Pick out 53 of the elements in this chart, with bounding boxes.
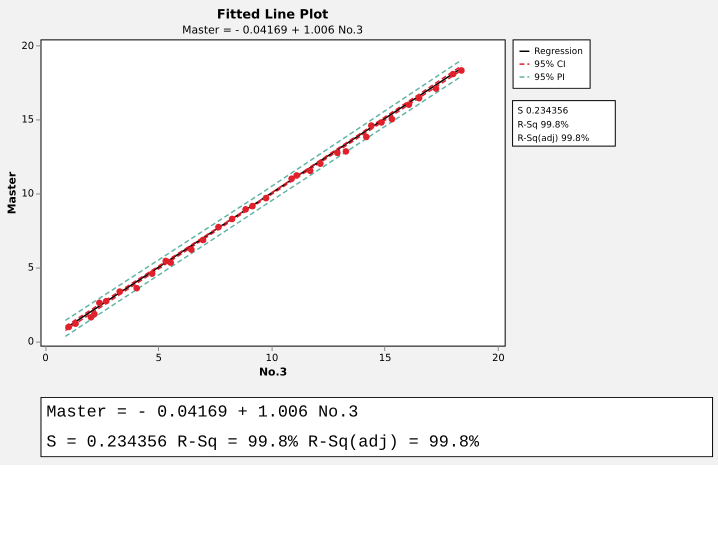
y-tick-label: 15	[22, 114, 34, 126]
point	[378, 119, 385, 126]
point	[334, 150, 341, 156]
x-tick-label: 5	[156, 352, 162, 364]
point	[388, 116, 396, 122]
point	[293, 172, 300, 179]
text: R-Sq(adj) 99.8%	[518, 134, 590, 144]
y-axis-title: Master	[6, 171, 19, 214]
y-tick-label: 20	[22, 40, 34, 52]
point	[148, 270, 156, 278]
y-tick-label: 0	[28, 336, 34, 348]
x-tick-label: 20	[492, 352, 505, 364]
point	[167, 259, 174, 266]
x-axis-title: No.3	[258, 366, 288, 379]
point	[215, 224, 222, 230]
y-tick-label: 10	[22, 188, 34, 200]
legend-label: 95% PI	[534, 72, 565, 83]
point	[91, 310, 98, 318]
text: Master = - 0.04169 + 1.006 No.3	[46, 404, 358, 423]
point	[317, 160, 324, 167]
point	[406, 101, 412, 108]
point	[133, 284, 140, 292]
text: S 0.234356	[518, 106, 569, 116]
point	[363, 134, 370, 140]
point	[450, 70, 456, 78]
x-tick-label: 0	[42, 352, 49, 364]
legend-label: 95% CI	[534, 60, 566, 70]
point	[249, 202, 256, 210]
point	[228, 216, 236, 222]
text: R-Sq 99.8%	[518, 120, 569, 130]
point	[65, 324, 72, 330]
point	[288, 175, 295, 182]
point	[200, 236, 206, 244]
point	[416, 94, 422, 102]
point	[102, 298, 110, 305]
point	[306, 167, 314, 174]
x-tick-label: 15	[378, 352, 392, 364]
point	[96, 300, 103, 306]
point	[116, 288, 124, 295]
point	[188, 246, 195, 253]
point	[72, 320, 79, 327]
chart-subtitle: Master = - 0.04169 + 1.006 No.3	[182, 23, 364, 36]
point	[342, 148, 350, 155]
point	[262, 194, 270, 202]
point	[242, 206, 249, 213]
y-tick-label: 5	[28, 262, 34, 274]
point	[458, 67, 465, 74]
point	[432, 85, 440, 92]
legend-label: Regression	[534, 47, 583, 58]
text: S = 0.234356 R-Sq = 99.8% R-Sq(adj) = 99.8%	[46, 433, 480, 452]
point	[368, 122, 375, 129]
chart-title: Fitted Line Plot	[216, 8, 328, 23]
x-tick-label: 10	[266, 352, 278, 364]
